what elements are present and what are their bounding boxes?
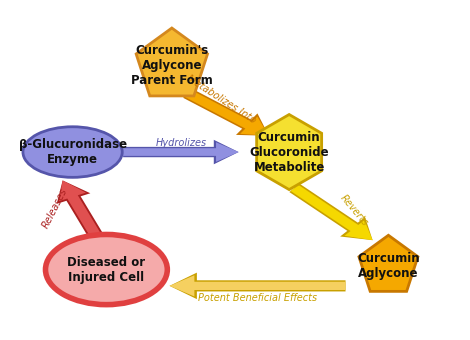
Text: Curcumin
Aglycone: Curcumin Aglycone (357, 252, 420, 280)
FancyArrow shape (170, 275, 345, 296)
FancyArrow shape (184, 90, 269, 136)
Text: Potent Beneficial Effects: Potent Beneficial Effects (198, 293, 317, 303)
Ellipse shape (46, 235, 167, 305)
Text: Hydrolizes: Hydrolizes (155, 138, 206, 148)
Text: Metabolizes Into: Metabolizes Into (185, 74, 258, 126)
Polygon shape (257, 115, 321, 190)
FancyArrow shape (170, 273, 345, 299)
Ellipse shape (23, 127, 122, 177)
Polygon shape (136, 28, 208, 96)
Text: Diseased or
Injured Cell: Diseased or Injured Cell (67, 256, 146, 284)
FancyArrow shape (290, 184, 373, 240)
Text: Curcumin
Glucoronide
Metabolite: Curcumin Glucoronide Metabolite (249, 131, 329, 173)
FancyArrow shape (123, 140, 239, 164)
Text: Releases: Releases (40, 186, 69, 230)
FancyArrow shape (123, 142, 239, 162)
FancyArrow shape (183, 89, 269, 136)
Text: β-Glucuronidase
Enzyme: β-Glucuronidase Enzyme (18, 138, 126, 166)
Text: Reverts: Reverts (338, 193, 370, 228)
Polygon shape (359, 235, 418, 291)
Text: Curcumin's
Aglycone
Parent Form: Curcumin's Aglycone Parent Form (131, 44, 213, 87)
FancyArrow shape (290, 185, 373, 240)
FancyArrow shape (59, 181, 101, 238)
FancyArrow shape (57, 181, 103, 238)
